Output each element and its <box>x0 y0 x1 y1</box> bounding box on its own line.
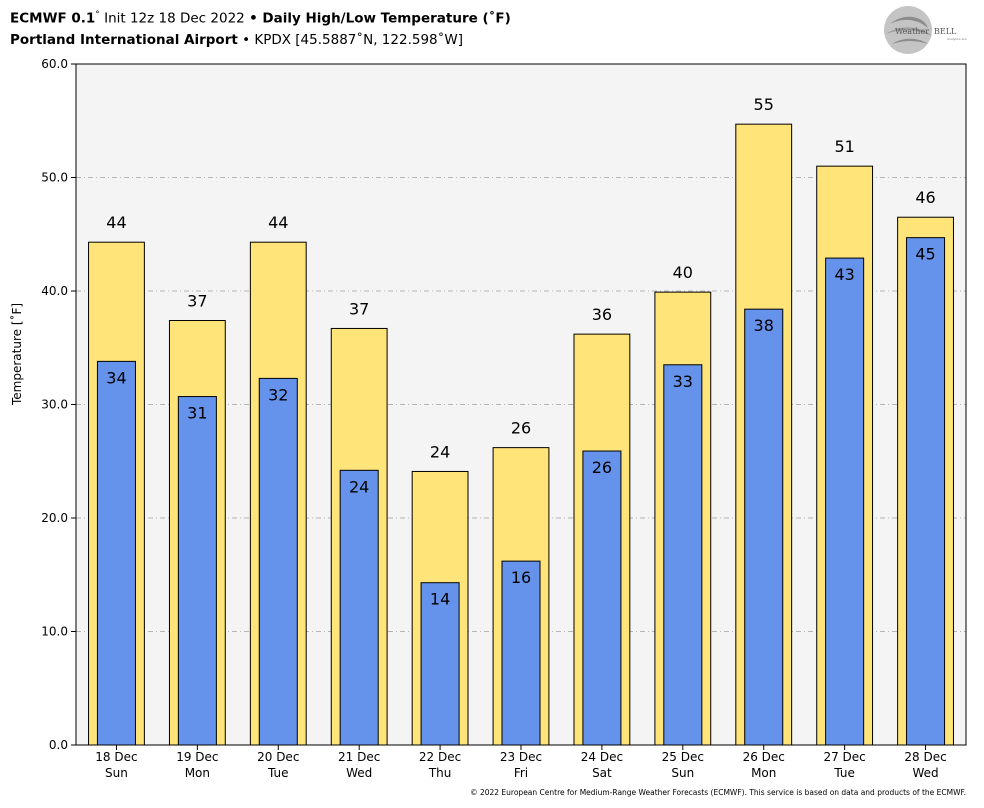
x-tick-label-day: Wed <box>346 766 372 780</box>
location-name: Portland International Airport <box>10 31 238 48</box>
low-temp-bar <box>663 364 703 746</box>
logo-text-weather: Weather <box>895 27 929 36</box>
high-temp-label: 40 <box>673 263 693 282</box>
low-temp-bar <box>582 450 622 746</box>
low-temp-bar <box>96 360 136 746</box>
station-coordinates: KPDX [45.5887˚N, 122.598˚W] <box>254 31 464 48</box>
high-temp-label: 37 <box>187 292 207 311</box>
x-tick-label-day: Fri <box>514 766 528 780</box>
high-temp-label: 51 <box>834 137 854 156</box>
low-temp-label: 31 <box>187 404 207 423</box>
header-line-2: Portland International Airport • KPDX [4… <box>10 30 511 51</box>
high-temp-label: 26 <box>511 419 531 438</box>
high-temp-label: 36 <box>592 305 612 324</box>
x-tick-label-date: 22 Dec <box>419 750 461 764</box>
x-tick-label-date: 28 Dec <box>904 750 946 764</box>
x-tick-label-day: Sat <box>592 766 612 780</box>
low-temp-label: 34 <box>106 368 126 387</box>
x-tick-label-date: 27 Dec <box>823 750 865 764</box>
y-tick-label: 50.0 <box>41 171 68 185</box>
header-separator: • <box>249 10 258 27</box>
y-tick-label: 20.0 <box>41 511 68 525</box>
init-time: Init 12z 18 Dec 2022 <box>99 10 250 27</box>
x-tick-label-day: Sun <box>671 766 694 780</box>
low-temp-bar <box>825 257 865 746</box>
low-temp-label: 14 <box>430 590 450 609</box>
low-temp-label: 24 <box>349 477 369 496</box>
x-tick-label-day: Thu <box>428 766 452 780</box>
low-temp-label: 33 <box>673 372 693 391</box>
high-temp-label: 46 <box>915 188 935 207</box>
x-tick-label-day: Mon <box>185 766 210 780</box>
x-tick-label-day: Tue <box>267 766 289 780</box>
high-temp-label: 55 <box>754 95 774 114</box>
high-temp-label: 37 <box>349 299 369 318</box>
logo-text-bell: BELL <box>934 27 957 36</box>
plot-frame <box>75 63 967 746</box>
y-tick-label: 30.0 <box>41 398 68 412</box>
low-temp-label: 43 <box>834 265 854 284</box>
low-temp-bar <box>744 308 784 746</box>
low-temp-label: 16 <box>511 568 531 587</box>
low-temp-bar <box>420 582 460 746</box>
low-temp-label: 32 <box>268 385 288 404</box>
low-temp-bar <box>258 377 298 746</box>
header-line-1: ECMWF 0.1° Init 12z 18 Dec 2022 • Daily … <box>10 5 511 30</box>
x-tick-label-day: Wed <box>912 766 938 780</box>
x-tick-label-date: 19 Dec <box>176 750 218 764</box>
copyright-notice: © 2022 European Centre for Medium-Range … <box>470 788 966 797</box>
y-tick-label: 40.0 <box>41 284 68 298</box>
high-temp-label: 44 <box>106 213 126 232</box>
x-tick-label-date: 26 Dec <box>743 750 785 764</box>
high-temp-label: 44 <box>268 213 288 232</box>
low-temp-bar <box>906 237 946 746</box>
model-name: ECMWF 0.1 <box>10 10 96 27</box>
x-tick-label-date: 25 Dec <box>662 750 704 764</box>
x-tick-label-date: 20 Dec <box>257 750 299 764</box>
y-tick-label: 0.0 <box>49 738 68 752</box>
low-temp-bar <box>501 560 541 746</box>
low-temp-bar <box>177 396 217 746</box>
x-tick-label-day: Sun <box>105 766 128 780</box>
x-tick-label-date: 21 Dec <box>338 750 380 764</box>
y-tick-label: 60.0 <box>41 57 68 71</box>
x-tick-label-date: 24 Dec <box>581 750 623 764</box>
low-temp-label: 26 <box>592 458 612 477</box>
location-separator: • <box>237 31 255 48</box>
x-tick-label-day: Tue <box>833 766 855 780</box>
logo-subtext: Analytics LLC <box>947 37 967 41</box>
chart-header: ECMWF 0.1° Init 12z 18 Dec 2022 • Daily … <box>10 5 511 51</box>
x-tick-label-date: 23 Dec <box>500 750 542 764</box>
y-axis-label: Temperature [˚F] <box>10 302 24 405</box>
degree-mark: ° <box>95 10 100 20</box>
x-tick-label-date: 18 Dec <box>95 750 137 764</box>
high-temp-label: 24 <box>430 442 450 461</box>
y-tick-label: 10.0 <box>41 625 68 639</box>
x-tick-label-day: Mon <box>751 766 776 780</box>
low-temp-label: 45 <box>915 245 935 264</box>
chart-title: Daily High/Low Temperature (˚F) <box>257 10 511 27</box>
low-temp-label: 38 <box>754 316 774 335</box>
low-temp-bar <box>339 469 379 746</box>
weatherbell-logo: Weather BELL Analytics LLC <box>884 6 967 54</box>
